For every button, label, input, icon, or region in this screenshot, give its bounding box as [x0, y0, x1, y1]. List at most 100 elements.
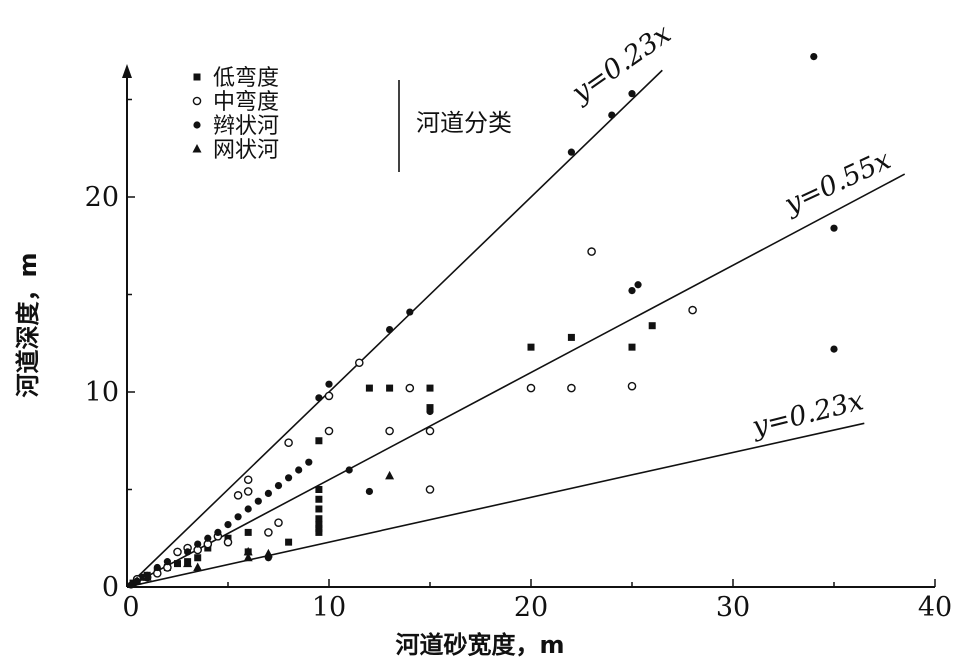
data-point: [264, 489, 272, 497]
legend-group-label: 河道分类: [416, 109, 512, 137]
data-point: [254, 497, 262, 505]
data-point: [174, 560, 181, 568]
data-point: [830, 224, 838, 232]
data-point: [648, 322, 656, 330]
data-point: [295, 466, 303, 474]
data-point: [204, 534, 212, 542]
axes: 0 10 20 30 40 0 10 20: [85, 64, 952, 623]
data-point: [587, 247, 596, 256]
data-point: [183, 558, 193, 568]
series-open-circle: [132, 247, 697, 584]
data-point: [405, 383, 415, 393]
data-point: [325, 380, 333, 388]
data-point: [315, 437, 323, 445]
data-point: [127, 581, 135, 589]
reference-line: [126, 173, 906, 588]
data-point: [315, 394, 323, 402]
data-point: [153, 563, 161, 572]
data-point: [628, 90, 636, 98]
data-point: [263, 548, 273, 558]
data-point: [627, 381, 637, 391]
data-point: [315, 515, 323, 523]
x-tick-label: 10: [312, 592, 346, 623]
data-point: [315, 505, 323, 513]
legend-label: 辫状河: [213, 114, 279, 139]
data-point: [365, 487, 373, 496]
data-point: [425, 426, 435, 436]
data-point: [365, 384, 373, 392]
data-point: [243, 546, 253, 556]
data-point: [426, 404, 434, 412]
legend-label: 低弯度: [213, 66, 279, 91]
data-point: [526, 383, 536, 393]
data-point: [244, 528, 252, 536]
y-tick-label: 20: [85, 182, 119, 213]
data-point: [426, 407, 434, 416]
data-point: [527, 343, 535, 351]
data-point: [315, 495, 323, 503]
y-tick-label: 10: [85, 377, 119, 408]
data-point: [214, 528, 222, 537]
data-point: [406, 308, 414, 316]
data-point: [193, 562, 203, 571]
data-point: [142, 572, 152, 581]
data-point: [184, 548, 192, 556]
x-tick-label: 30: [716, 592, 750, 623]
data-point: [173, 547, 182, 557]
data-point: [243, 552, 253, 562]
data-point: [315, 525, 323, 532]
data-point: [285, 474, 293, 482]
data-point: [223, 537, 233, 547]
data-point: [608, 111, 616, 119]
legend-marker: [192, 96, 202, 106]
data-point: [194, 554, 202, 562]
legend-marker: [192, 144, 202, 153]
y-tick-label: 0: [102, 572, 119, 603]
data-point: [233, 491, 243, 500]
data-point: [567, 333, 575, 341]
data-point: [224, 521, 232, 529]
series-triangle: [132, 470, 395, 585]
x-tick-label: 20: [514, 592, 548, 623]
data-point: [634, 281, 642, 289]
y-axis-title: 河道深度，m: [14, 252, 42, 397]
data-point: [243, 487, 253, 496]
data-points: [127, 53, 838, 589]
reference-line-label: y=0.23x: [565, 18, 676, 109]
data-point: [386, 384, 394, 392]
legend-label: 网状河: [213, 138, 279, 163]
data-point: [324, 426, 334, 436]
data-point: [274, 518, 283, 527]
data-point: [426, 384, 434, 392]
data-point: [688, 305, 697, 315]
data-point: [234, 513, 242, 521]
legend-marker: [193, 121, 201, 129]
data-point: [305, 458, 313, 466]
data-point: [567, 383, 576, 393]
y-axis-arrow: [122, 64, 132, 78]
data-point: [354, 358, 364, 368]
x-tick-label: 40: [918, 592, 952, 623]
data-point: [315, 486, 323, 493]
data-point: [284, 438, 293, 448]
data-point: [315, 521, 323, 529]
data-point: [194, 540, 202, 548]
data-point: [163, 558, 171, 566]
data-point: [567, 148, 576, 156]
data-point: [830, 345, 838, 353]
data-point: [285, 538, 293, 546]
reference-line: [126, 422, 865, 588]
data-point: [244, 505, 252, 513]
reference-line: [126, 69, 663, 588]
data-point: [385, 426, 394, 436]
legend-marker: [193, 73, 201, 81]
x-axis-title: 河道砂宽度，m: [395, 631, 564, 659]
data-point: [628, 287, 636, 295]
data-point: [264, 528, 273, 537]
data-point: [345, 466, 353, 474]
x-tick-label: 0: [122, 592, 139, 623]
data-point: [425, 485, 435, 494]
data-point: [628, 343, 636, 351]
